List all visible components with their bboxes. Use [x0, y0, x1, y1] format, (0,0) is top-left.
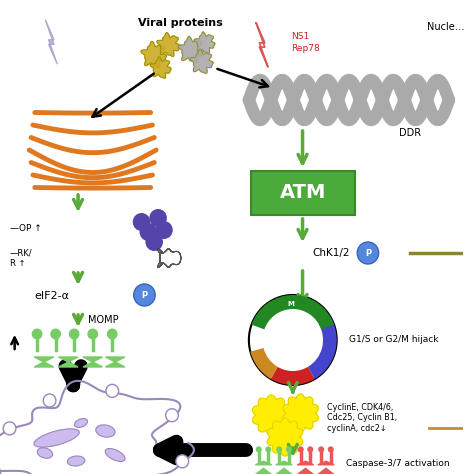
- Polygon shape: [46, 20, 57, 64]
- Circle shape: [134, 284, 155, 306]
- Polygon shape: [318, 461, 334, 465]
- Circle shape: [139, 223, 157, 241]
- Circle shape: [43, 394, 56, 407]
- Polygon shape: [194, 32, 215, 54]
- Circle shape: [149, 209, 167, 227]
- Ellipse shape: [67, 456, 85, 466]
- Circle shape: [286, 447, 292, 453]
- Circle shape: [133, 213, 150, 231]
- Circle shape: [357, 242, 379, 264]
- Text: S phase: S phase: [282, 362, 304, 367]
- Circle shape: [176, 455, 189, 468]
- Circle shape: [249, 295, 337, 385]
- Circle shape: [265, 447, 271, 453]
- Polygon shape: [190, 50, 213, 73]
- Text: eIF2-α: eIF2-α: [34, 291, 69, 301]
- Polygon shape: [157, 33, 180, 56]
- Circle shape: [155, 221, 173, 239]
- Text: Nucle…: Nucle…: [428, 22, 465, 32]
- Text: G1/S or G2/M hijack: G1/S or G2/M hijack: [349, 336, 439, 345]
- Polygon shape: [105, 357, 125, 362]
- Text: Rep78: Rep78: [291, 44, 319, 53]
- Polygon shape: [255, 461, 272, 465]
- Text: —OP ↑: —OP ↑: [10, 224, 42, 233]
- Text: Viral proteins: Viral proteins: [138, 18, 223, 28]
- Polygon shape: [253, 395, 290, 435]
- Polygon shape: [0, 381, 194, 474]
- Circle shape: [107, 328, 118, 339]
- Text: P: P: [141, 291, 147, 300]
- Polygon shape: [59, 357, 78, 362]
- Polygon shape: [318, 468, 334, 474]
- Text: Caspase-3/7 activation: Caspase-3/7 activation: [346, 458, 450, 467]
- Wedge shape: [271, 367, 315, 385]
- Ellipse shape: [96, 425, 115, 437]
- Polygon shape: [34, 357, 54, 362]
- Circle shape: [165, 409, 178, 422]
- Wedge shape: [308, 318, 337, 379]
- Polygon shape: [178, 36, 203, 63]
- Polygon shape: [59, 362, 78, 367]
- Circle shape: [328, 447, 334, 453]
- Polygon shape: [255, 468, 272, 474]
- Text: ATM: ATM: [280, 183, 326, 202]
- Polygon shape: [297, 468, 314, 474]
- Circle shape: [50, 328, 61, 339]
- Text: CyclinE, CDK4/6,
Cdc25, Cyclin B1,
cyclinA, cdc2↓: CyclinE, CDK4/6, Cdc25, Cyclin B1, cycli…: [327, 403, 397, 433]
- Wedge shape: [252, 295, 334, 329]
- Polygon shape: [105, 362, 125, 367]
- Wedge shape: [250, 348, 278, 379]
- Polygon shape: [283, 394, 319, 432]
- Polygon shape: [83, 362, 102, 367]
- Text: MOMP: MOMP: [88, 315, 118, 325]
- Text: P: P: [365, 248, 371, 257]
- Circle shape: [87, 328, 98, 339]
- Circle shape: [276, 447, 282, 453]
- Polygon shape: [297, 461, 314, 465]
- Text: ChK1/2: ChK1/2: [312, 248, 350, 258]
- Polygon shape: [141, 41, 166, 68]
- Circle shape: [255, 447, 262, 453]
- Ellipse shape: [37, 448, 53, 458]
- Circle shape: [307, 447, 313, 453]
- Polygon shape: [276, 468, 292, 474]
- Text: —RK/
R ↑: —RK/ R ↑: [10, 248, 32, 268]
- Polygon shape: [256, 23, 268, 67]
- Circle shape: [318, 447, 324, 453]
- Circle shape: [3, 422, 16, 435]
- Ellipse shape: [34, 429, 79, 447]
- Polygon shape: [83, 357, 102, 362]
- Polygon shape: [267, 418, 303, 456]
- Text: NS1: NS1: [291, 32, 309, 41]
- Circle shape: [298, 447, 304, 453]
- Circle shape: [106, 384, 118, 397]
- Text: M: M: [287, 301, 294, 307]
- Circle shape: [69, 328, 80, 339]
- Polygon shape: [150, 57, 171, 78]
- Circle shape: [146, 233, 163, 251]
- Text: G1: G1: [312, 326, 321, 331]
- Circle shape: [32, 328, 43, 339]
- Ellipse shape: [105, 448, 125, 462]
- Ellipse shape: [74, 419, 88, 428]
- Polygon shape: [34, 362, 54, 367]
- Text: DDR: DDR: [399, 128, 421, 138]
- FancyBboxPatch shape: [251, 171, 355, 215]
- Polygon shape: [276, 461, 292, 465]
